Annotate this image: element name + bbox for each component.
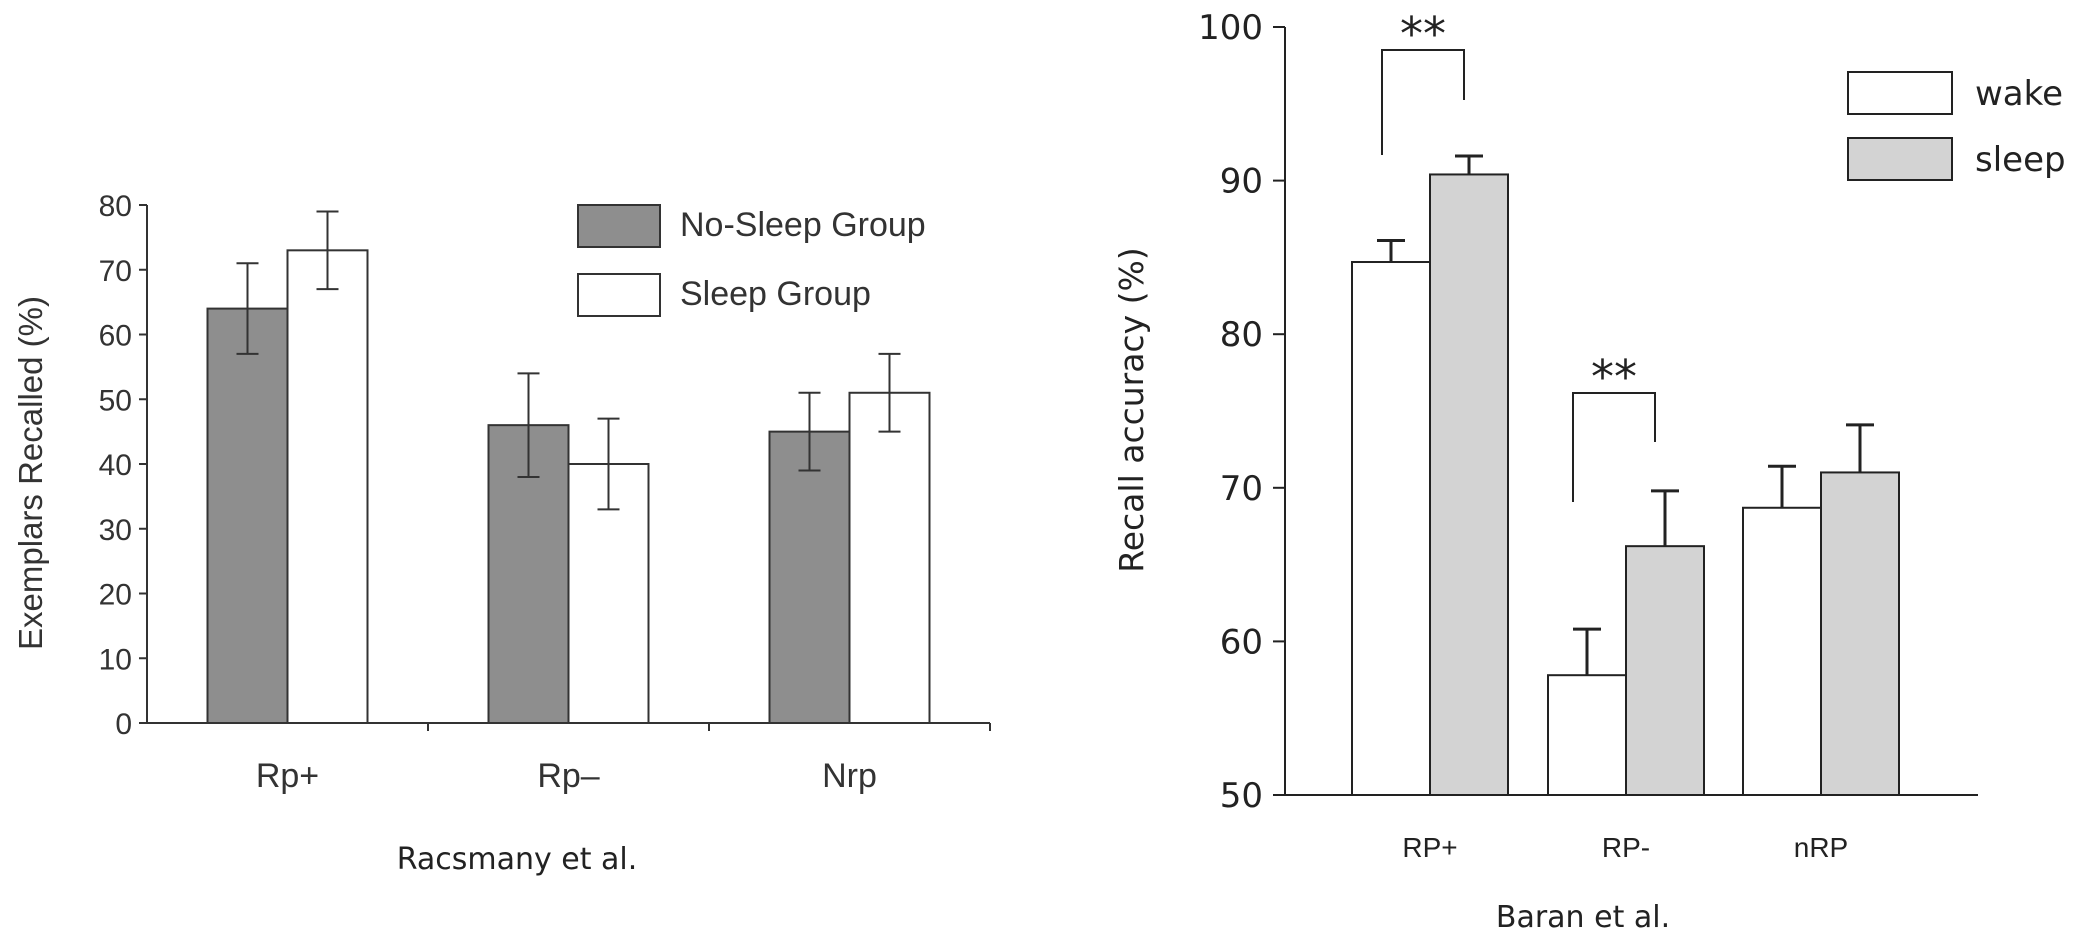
bar-wake-rpplus	[1351, 261, 1431, 796]
left-x-tick-label-rpplus: Rp+	[256, 757, 319, 795]
bar-wake-rpminus	[1547, 674, 1627, 797]
right-y-axis-label: Recall accuracy (%)	[1112, 247, 1151, 572]
significance-rp-minus: **	[1572, 350, 1656, 502]
right-y-tick-label: 90	[1220, 162, 1263, 202]
left-y-tick-label: 50	[99, 384, 132, 417]
racsmany-chart: Exemplars Recalled (%) 0 10 20 30 40 50 60 70 80…	[12, 190, 991, 877]
legend-swatch-sleep-group	[577, 273, 661, 317]
right-bars-group	[1351, 173, 1900, 797]
bar-sleep-nrp	[1820, 471, 1900, 796]
left-y-tick-label: 20	[99, 579, 132, 612]
right-x-tick-label-rpplus: RP+	[1402, 832, 1457, 863]
right-error-bars-group	[1377, 154, 1874, 676]
left-y-tick-label: 60	[99, 320, 132, 353]
left-legend: No-Sleep Group Sleep Group	[577, 204, 926, 317]
significance-bracket-rp-minus	[1572, 392, 1656, 502]
right-chart-caption: Baran et al.	[1496, 900, 1670, 935]
left-chart-caption: Racsmany et al.	[397, 842, 638, 877]
left-y-tick-label: 10	[99, 643, 132, 676]
legend-swatch-no-sleep-group	[577, 204, 661, 248]
right-y-tick-label: 50	[1220, 776, 1263, 816]
right-y-tick-label: 60	[1220, 622, 1263, 662]
bar-sleep-rpplus	[1429, 173, 1509, 796]
right-y-tick-label: 80	[1220, 315, 1263, 355]
right-x-ticks: RP+ RP-nRP	[1402, 832, 1848, 863]
bar-sleep-group-nrp	[848, 391, 931, 724]
legend-label-no-sleep-group: No-Sleep Group	[680, 206, 926, 244]
right-legend: wake sleep	[1847, 71, 2066, 181]
bar-nominussleep-group-rpplus	[206, 307, 289, 724]
legend-swatch-sleep	[1847, 137, 1953, 181]
bar-nominussleep-group-nrp	[768, 430, 851, 724]
significance-stars-rp-minus: **	[1591, 350, 1637, 404]
legend-swatch-wake	[1847, 71, 1953, 115]
left-x-tick-label-nrp: Nrp	[822, 757, 877, 795]
baran-chart: Recall accuracy (%) 50 60 70 80 90 100 RP+ RP-…	[1112, 7, 2066, 935]
left-y-axis-label: Exemplars Recalled (%)	[12, 296, 49, 650]
left-x-tick-label-rpminus: Rp–	[537, 757, 599, 795]
left-y-tick-label: 0	[115, 708, 132, 741]
legend-label-sleep-group: Sleep Group	[680, 275, 871, 313]
legend-label-sleep: sleep	[1975, 140, 2066, 180]
right-x-tick-label-rpminus: RP-	[1602, 832, 1650, 863]
left-y-tick-label: 80	[99, 190, 132, 223]
right-y-ticks: 50 60 70 80 90 100	[1198, 8, 1285, 816]
left-bars-group	[206, 249, 931, 724]
bar-wake-nrp	[1742, 506, 1822, 796]
left-x-ticks: Rp+ Rp– Nrp	[256, 723, 991, 795]
left-y-tick-label: 40	[99, 449, 132, 482]
right-y-tick-label: 100	[1198, 8, 1263, 48]
left-y-tick-label: 70	[99, 255, 132, 288]
left-y-tick-label: 30	[99, 514, 132, 547]
right-y-tick-label: 70	[1220, 469, 1263, 509]
left-error-bars-group	[236, 210, 901, 511]
left-y-ticks: 0 10 20 30 40 50 60 70 80	[99, 190, 147, 741]
right-x-tick-label-nrp: nRP	[1794, 832, 1848, 863]
significance-bracket-rp-plus	[1381, 49, 1465, 155]
significance-stars-rp-plus: **	[1400, 7, 1446, 61]
significance-rp-plus: **	[1381, 7, 1465, 155]
legend-label-wake: wake	[1975, 74, 2063, 114]
bar-sleep-rpminus	[1625, 545, 1705, 797]
bar-sleep-group-rpplus	[286, 249, 369, 724]
